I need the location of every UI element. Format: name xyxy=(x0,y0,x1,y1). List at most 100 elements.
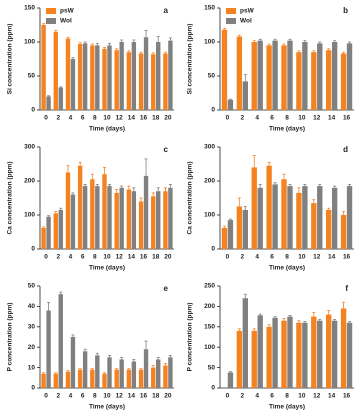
error-bar xyxy=(252,328,256,331)
y-tick-label: 40 xyxy=(28,303,36,310)
bar xyxy=(168,187,173,249)
bar xyxy=(257,315,263,388)
bar xyxy=(119,359,124,388)
error-bar xyxy=(297,187,301,193)
bar xyxy=(251,42,257,110)
bar xyxy=(126,369,132,388)
y-tick-label: 150 xyxy=(204,324,215,331)
bar xyxy=(266,45,272,110)
bar xyxy=(143,175,149,249)
bar xyxy=(272,317,278,388)
y-tick-label: 200 xyxy=(204,303,215,310)
x-tick-label: 20 xyxy=(164,254,172,261)
error-bar xyxy=(47,95,51,97)
x-tick-label: 8 xyxy=(93,254,97,261)
x-tick-label: 4 xyxy=(255,254,259,261)
bar xyxy=(126,52,132,110)
error-bar xyxy=(237,197,241,207)
y-axis-label: Si concentration (ppm) xyxy=(187,24,194,95)
x-tick-label: 14 xyxy=(128,115,136,122)
bar xyxy=(95,186,100,249)
bar xyxy=(302,322,308,388)
y-tick-label: 0 xyxy=(31,107,35,114)
error-bar xyxy=(127,50,131,53)
bar xyxy=(114,369,119,388)
y-tick-label: 150 xyxy=(204,5,215,12)
bar xyxy=(221,29,228,110)
error-bar xyxy=(342,211,346,215)
y-axis-label: Si concentration (ppm) xyxy=(7,24,14,95)
y-tick-label: 10 xyxy=(28,364,36,371)
error-bar xyxy=(127,368,131,370)
bar xyxy=(77,44,83,110)
panel-label: a xyxy=(164,6,169,15)
bar xyxy=(119,42,124,110)
bar xyxy=(287,316,293,388)
bar xyxy=(317,186,323,249)
x-tick-label: 2 xyxy=(241,254,245,261)
x-tick-label: 12 xyxy=(116,393,124,400)
error-bar xyxy=(273,182,277,185)
bar xyxy=(326,209,332,249)
x-tick-label: 6 xyxy=(81,115,85,122)
error-bar xyxy=(78,42,82,45)
x-tick-label: 10 xyxy=(103,254,111,261)
bar xyxy=(242,209,248,249)
bar xyxy=(131,42,137,110)
error-bar xyxy=(297,320,301,323)
error-bar xyxy=(42,372,46,374)
bar xyxy=(65,371,71,388)
error-bar xyxy=(151,365,155,368)
error-bar xyxy=(47,215,51,217)
bar xyxy=(346,322,353,388)
x-tick-label: 12 xyxy=(313,115,321,122)
error-bar xyxy=(342,301,346,309)
bar xyxy=(131,361,137,388)
bar xyxy=(296,52,302,110)
error-bar xyxy=(78,161,82,166)
bar xyxy=(296,192,302,249)
bar xyxy=(227,99,234,110)
x-tick-label: 16 xyxy=(343,393,351,400)
bar xyxy=(138,201,144,249)
y-tick-label: 100 xyxy=(204,344,215,351)
error-bar xyxy=(78,368,82,370)
bar xyxy=(46,216,51,249)
error-bar xyxy=(348,321,352,323)
bar xyxy=(163,365,168,388)
bar xyxy=(346,186,353,249)
error-bar xyxy=(312,50,316,53)
error-bar xyxy=(168,37,172,41)
error-bar xyxy=(267,324,271,327)
legend-label: Wol xyxy=(240,18,252,25)
y-tick-label: 0 xyxy=(31,246,35,253)
error-bar xyxy=(156,36,160,42)
x-tick-label: 0 xyxy=(226,115,230,122)
x-tick-label: 10 xyxy=(103,393,111,400)
error-bar xyxy=(282,43,286,46)
error-bar xyxy=(107,42,111,46)
y-axis-label: Ca concentration (ppm) xyxy=(7,162,14,235)
bar xyxy=(107,45,112,110)
bar xyxy=(346,43,353,110)
x-tick-label: 10 xyxy=(103,115,111,122)
y-tick-label: 100 xyxy=(204,39,215,46)
bar xyxy=(119,187,124,249)
error-bar xyxy=(120,185,124,188)
error-bar xyxy=(151,52,155,55)
x-axis-label: Time (days) xyxy=(269,126,305,133)
x-tick-label: 4 xyxy=(69,393,73,400)
error-bar xyxy=(156,356,160,360)
error-bar xyxy=(282,318,286,321)
error-bar xyxy=(333,40,337,42)
bar xyxy=(163,191,168,249)
x-tick-label: 18 xyxy=(152,254,160,261)
error-bar xyxy=(273,38,277,41)
error-bar xyxy=(83,41,87,44)
y-tick-label: 50 xyxy=(28,73,36,80)
error-bar xyxy=(288,38,292,41)
bar xyxy=(70,194,76,249)
y-tick-label: 50 xyxy=(208,73,216,80)
bar xyxy=(82,43,88,110)
error-bar xyxy=(228,371,232,373)
